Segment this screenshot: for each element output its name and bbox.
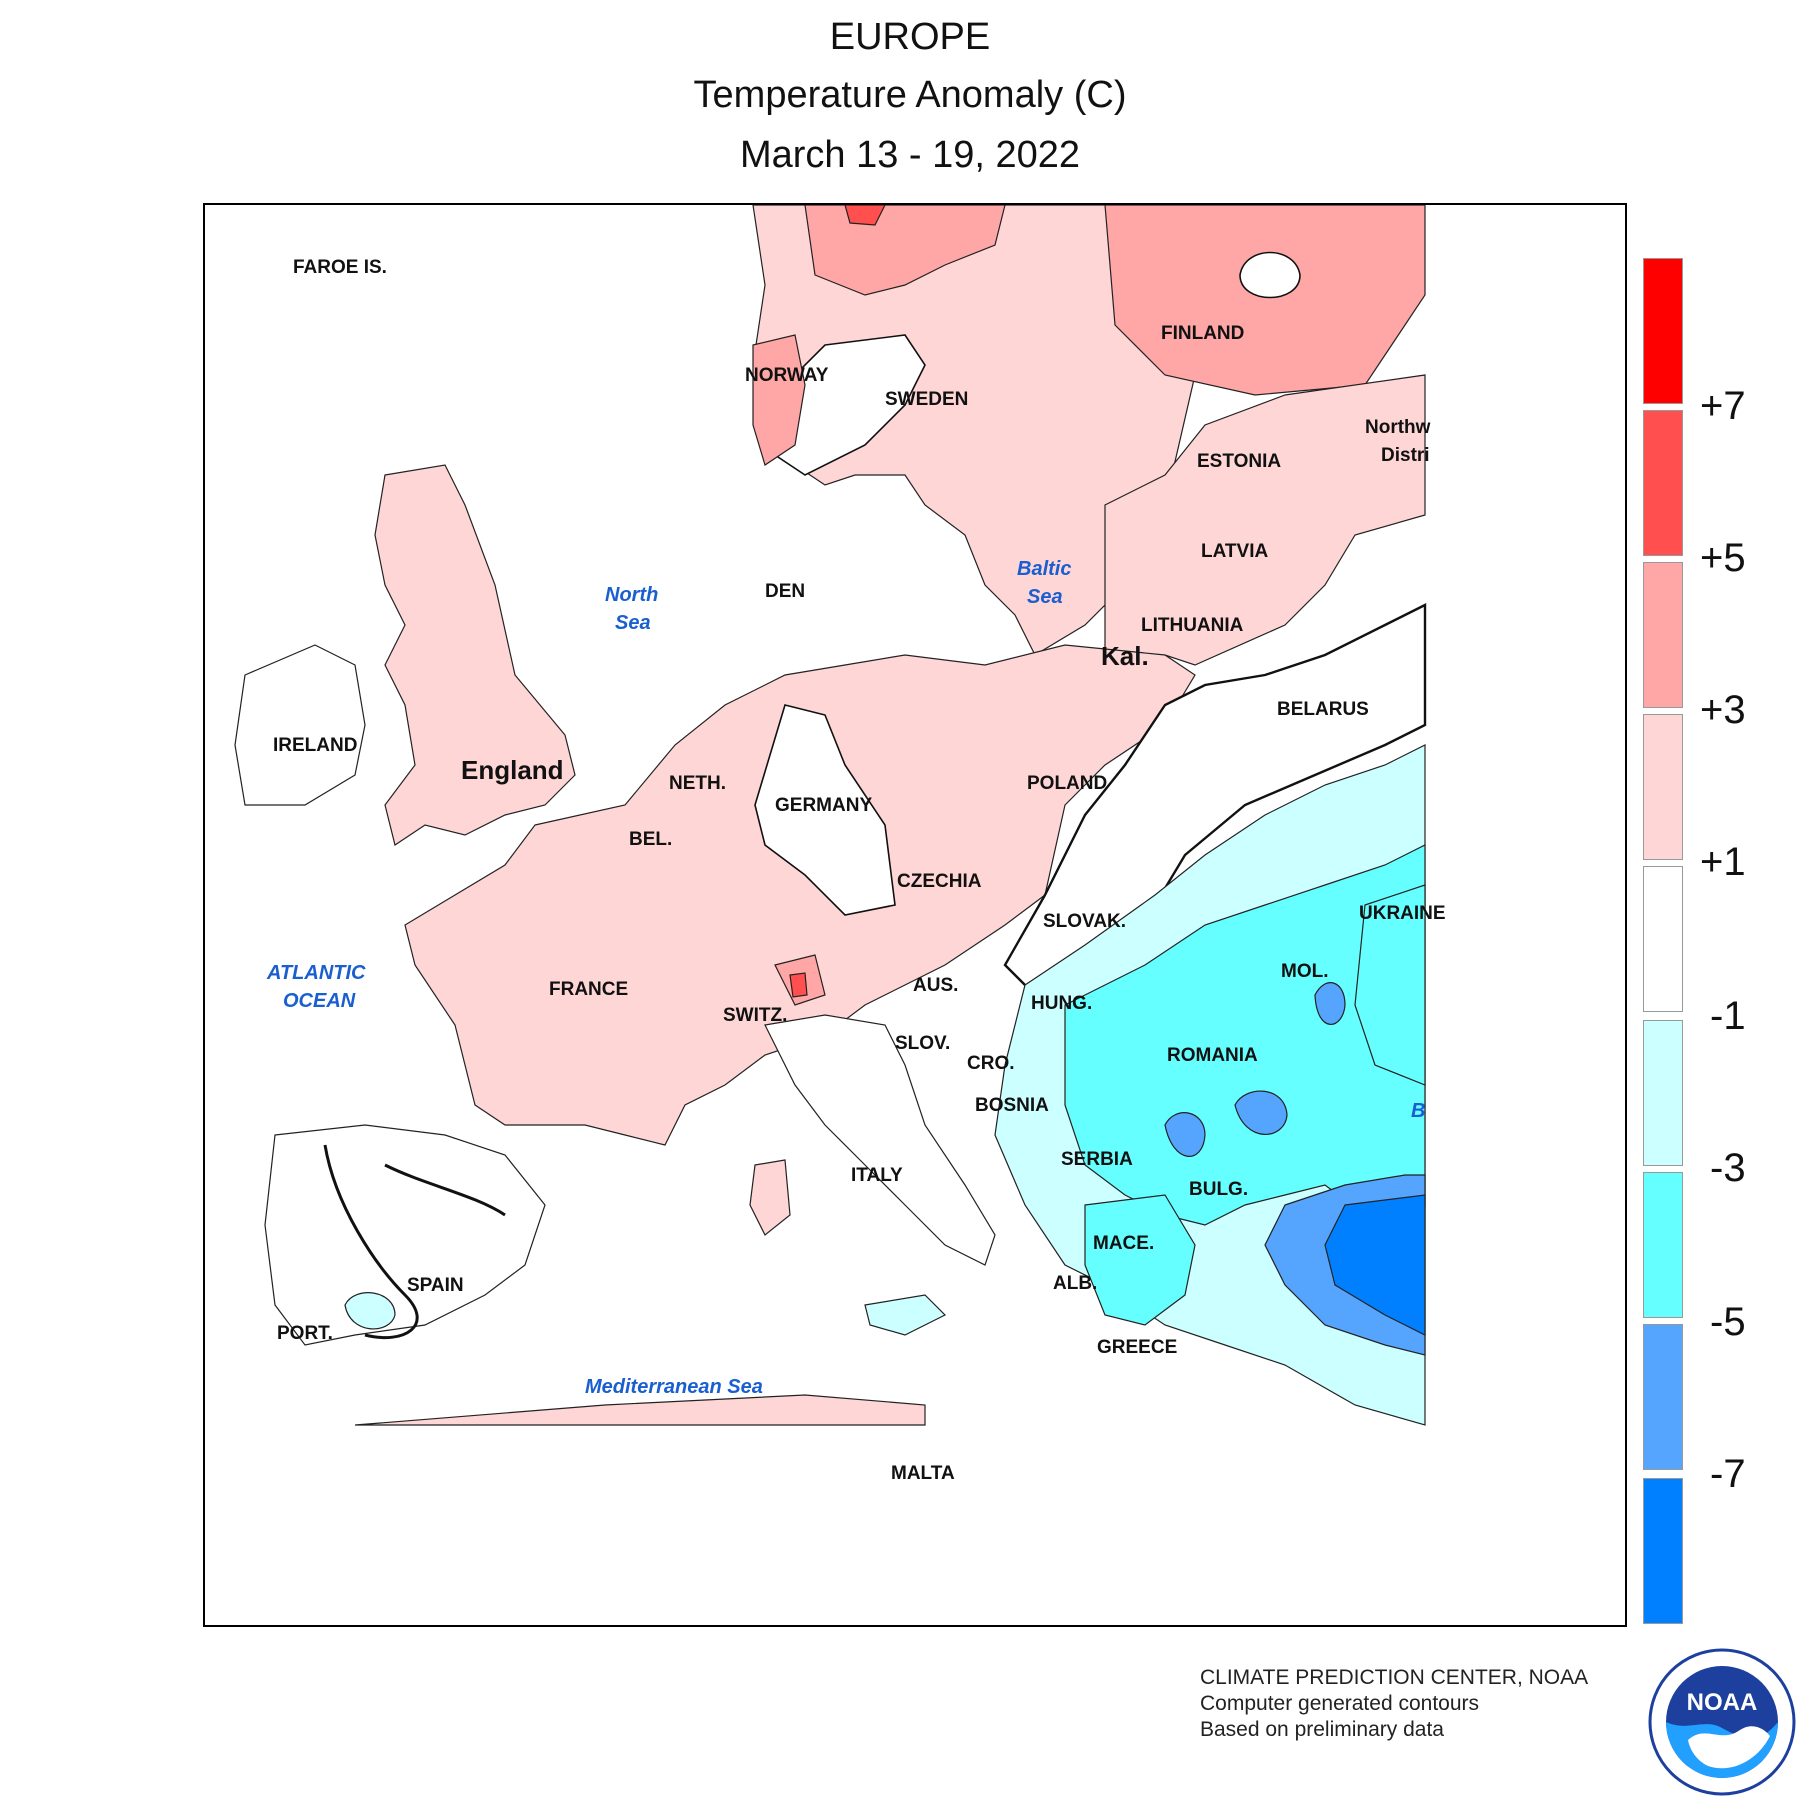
credit-contours: Computer generated contours	[1200, 1692, 1479, 1715]
iberia-zero-line	[323, 1144, 506, 1340]
anomaly-map: FAROE IS. NORWAY SWEDEN FINLAND ESTONIA …	[203, 203, 1627, 1627]
label-northwest: Northw	[1365, 417, 1431, 438]
map-title-period: March 13 - 19, 2022	[739, 134, 1081, 176]
label-switz: SWITZ.	[723, 1005, 787, 1026]
label-malta: MALTA	[891, 1463, 955, 1484]
label-spain: SPAIN	[407, 1275, 464, 1296]
label-italy: ITALY	[851, 1165, 903, 1186]
romania-cold-spot	[1234, 1090, 1288, 1135]
label-norway: NORWAY	[745, 365, 829, 386]
legend-swatch	[1643, 562, 1683, 708]
north-africa	[354, 1394, 926, 1426]
label-atlantic-2: OCEAN	[283, 990, 356, 1012]
legend-swatch	[1643, 1172, 1683, 1318]
label-romania: ROMANIA	[1167, 1045, 1258, 1066]
label-sweden: SWEDEN	[885, 389, 968, 410]
label-france: FRANCE	[549, 979, 628, 1000]
legend-tick-plus1: +1	[1700, 840, 1746, 884]
finland-warm	[1104, 205, 1426, 396]
label-slov: SLOV.	[895, 1033, 950, 1054]
label-cro: CRO.	[967, 1053, 1015, 1074]
label-serbia: SERBIA	[1061, 1149, 1133, 1170]
label-poland: POLAND	[1027, 773, 1107, 794]
finland-normal-spot	[1239, 251, 1301, 299]
legend-tick-minus3: -3	[1710, 1146, 1746, 1190]
label-belarus: BELARUS	[1277, 699, 1369, 720]
legend-swatch	[1643, 1324, 1683, 1470]
label-bulg: BULG.	[1189, 1179, 1248, 1200]
sardinia	[749, 1159, 791, 1236]
legend-tick-minus5: -5	[1710, 1300, 1746, 1344]
label-kal: Kal.	[1101, 641, 1149, 671]
map-canvas: FAROE IS. NORWAY SWEDEN FINLAND ESTONIA …	[205, 205, 1625, 1625]
noaa-logo-text: NOAA	[1687, 1689, 1758, 1716]
legend-tick-plus7: +7	[1700, 384, 1746, 428]
legend-tick-minus7: -7	[1710, 1452, 1746, 1496]
credit-cpc: CLIMATE PREDICTION CENTER, NOAA	[1200, 1666, 1589, 1689]
label-england: England	[461, 755, 564, 785]
label-atlantic-1: ATLANTIC	[266, 962, 366, 984]
germany-normal-area	[754, 704, 896, 916]
label-faroe: FAROE IS.	[293, 257, 387, 278]
label-mace: MACE.	[1093, 1233, 1154, 1254]
label-port: PORT.	[277, 1323, 333, 1344]
italy	[764, 1014, 996, 1266]
label-north-sea-2: Sea	[615, 612, 651, 634]
legend-tick-plus3: +3	[1700, 688, 1746, 732]
ireland	[234, 644, 366, 806]
legend-swatch	[1643, 866, 1683, 1012]
norway-warm-coast	[752, 334, 806, 466]
label-lithuania: LITHUANIA	[1141, 615, 1244, 636]
great-britain	[374, 464, 576, 846]
label-den: DEN	[765, 581, 805, 602]
noaa-logo: NOAA	[1648, 1648, 1796, 1796]
greece	[1084, 1194, 1196, 1326]
legend-swatch	[1643, 258, 1683, 404]
label-district: Distri	[1381, 445, 1430, 466]
legend-swatch	[1643, 1020, 1683, 1166]
sicily	[864, 1294, 947, 1336]
legend-tick-plus5: +5	[1700, 536, 1746, 580]
label-latvia: LATVIA	[1201, 541, 1268, 562]
ukraine-cold	[1354, 884, 1426, 1086]
label-aus: AUS.	[913, 975, 958, 996]
label-hung: HUNG.	[1031, 993, 1092, 1014]
label-mediterranean: Mediterranean Sea	[585, 1376, 763, 1398]
label-greece: GREECE	[1097, 1337, 1177, 1358]
label-germany: GERMANY	[775, 795, 872, 816]
label-bel: BEL.	[629, 829, 672, 850]
moldova-cold-spot	[1314, 982, 1346, 1025]
norway-north-warm	[804, 205, 1006, 296]
credit-preliminary: Based on preliminary data	[1200, 1718, 1444, 1741]
bulgaria-cold-spot	[1164, 1112, 1206, 1157]
map-title-region: EUROPE	[829, 16, 991, 58]
label-ukraine: UKRAINE	[1359, 903, 1446, 924]
label-finland: FINLAND	[1161, 323, 1244, 344]
label-mol: MOL.	[1281, 961, 1329, 982]
label-estonia: ESTONIA	[1197, 451, 1281, 472]
legend-tick-minus1: -1	[1710, 994, 1746, 1038]
label-czechia: CZECHIA	[897, 871, 982, 892]
spain-cool-spot	[344, 1292, 396, 1330]
label-neth: NETH.	[669, 773, 726, 794]
label-north-sea-1: North	[605, 584, 658, 606]
turkey-extreme-cold	[1324, 1194, 1426, 1336]
label-bosnia: BOSNIA	[975, 1095, 1049, 1116]
label-slovak: SLOVAK.	[1043, 911, 1126, 932]
label-black-sea: B	[1411, 1100, 1425, 1122]
map-title-measure: Temperature Anomaly (C)	[693, 74, 1127, 116]
legend-swatch	[1643, 1478, 1683, 1624]
label-ireland: IRELAND	[273, 735, 357, 756]
legend-swatch	[1643, 410, 1683, 556]
label-baltic-sea-1: Baltic	[1017, 558, 1071, 580]
alps-hot	[789, 972, 808, 998]
western-europe-landmass	[404, 644, 1196, 1146]
label-alb: ALB.	[1053, 1273, 1097, 1294]
norway-hot-spot	[844, 205, 886, 226]
label-baltic-sea-2: Sea	[1027, 586, 1063, 608]
legend-swatch	[1643, 714, 1683, 860]
